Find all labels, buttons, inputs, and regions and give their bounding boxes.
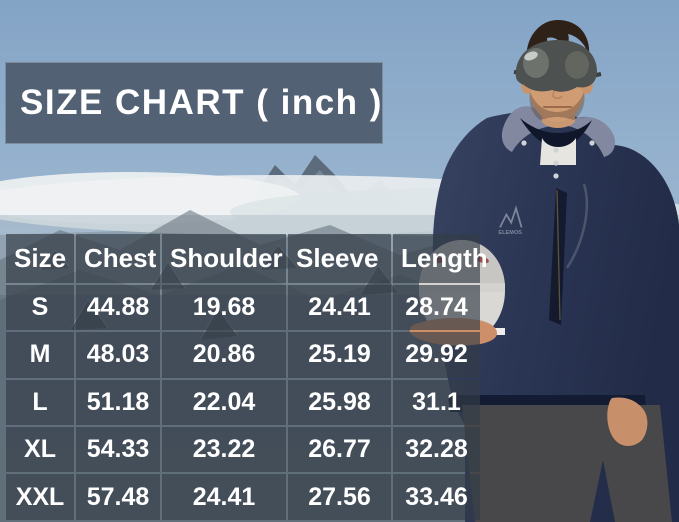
svg-text:ELEMOS: ELEMOS bbox=[498, 230, 522, 236]
